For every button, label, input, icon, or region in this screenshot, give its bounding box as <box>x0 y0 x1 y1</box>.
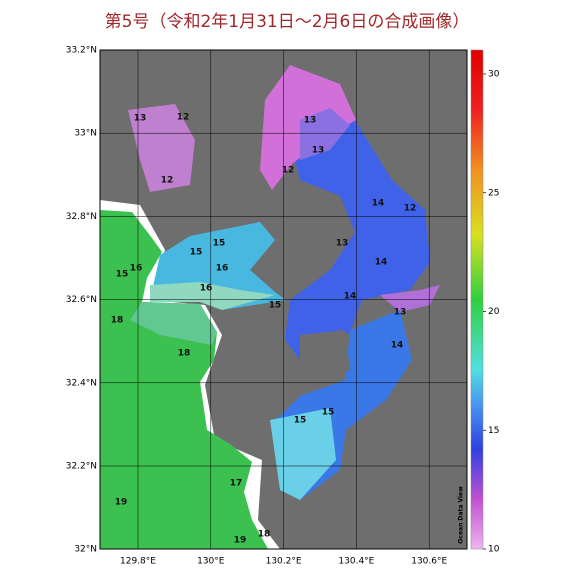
lon-label: 129.8°E <box>120 557 156 567</box>
lat-label: 32.8°N <box>66 212 97 222</box>
contour-label: 12 <box>282 166 295 176</box>
sea-west-inner <box>130 302 217 345</box>
colorbar-tick-label: 20 <box>488 307 500 317</box>
colorbar-tick-label: 15 <box>488 426 499 436</box>
contour-label: 19 <box>115 498 128 508</box>
contour-label: 13 <box>134 114 147 124</box>
sea-northwest <box>128 104 195 192</box>
contour-label: 15 <box>116 270 129 280</box>
sea-east <box>285 100 430 360</box>
title: 第5号（令和2年1月31日～2月6日の合成画像） <box>105 12 470 32</box>
lon-label: 130.2°E <box>266 557 302 567</box>
lat-label: 32.4°N <box>66 378 97 388</box>
lat-label: 33.2°N <box>66 46 97 56</box>
lat-label: 33°N <box>74 129 97 139</box>
lat-label: 32°N <box>74 545 97 555</box>
contour-label: 18 <box>178 349 191 359</box>
map-area <box>100 50 467 549</box>
colorbar <box>470 49 484 550</box>
contour-label: 16 <box>200 284 213 294</box>
contour-label: 14 <box>391 341 404 351</box>
contour-label: 16 <box>216 264 229 274</box>
lat-label: 32.2°N <box>66 462 97 472</box>
colorbar-tick-label: 30 <box>488 70 500 80</box>
contour-label: 13 <box>304 116 317 126</box>
sea-ariake-mouth <box>150 282 275 310</box>
island <box>300 330 350 385</box>
contour-label: 12 <box>161 176 174 186</box>
graticule <box>100 50 467 549</box>
lon-label: 130°E <box>197 557 225 567</box>
watermark: Ocean Data View <box>458 486 465 544</box>
sea-west <box>100 210 268 549</box>
contour-label: 16 <box>130 264 143 274</box>
contour-label: 15 <box>190 248 203 258</box>
contour-label: 14 <box>375 258 388 268</box>
colorbar-tick-label: 10 <box>488 545 500 555</box>
contour-label: 12 <box>177 113 190 123</box>
contour-label: 14 <box>344 292 357 302</box>
sea-east-pink <box>380 285 440 312</box>
contour-label: 13 <box>312 146 325 156</box>
lon-label: 130.6°E <box>411 557 447 567</box>
contour-label: 15 <box>294 416 307 426</box>
contour-label: 17 <box>230 479 243 489</box>
contour-label: 18 <box>111 316 124 326</box>
contour-label: 18 <box>258 530 271 540</box>
contour-label: 13 <box>336 239 349 249</box>
lon-label: 130.4°E <box>338 557 374 567</box>
contour-label: 12 <box>404 204 417 214</box>
contour-label: 14 <box>372 199 385 209</box>
contour-label: 15 <box>213 239 226 249</box>
map-frame <box>99 49 468 550</box>
sea-north-mid <box>300 108 350 160</box>
colorbar-tick-label: 25 <box>488 188 499 198</box>
contour-label: 19 <box>234 536 247 546</box>
contour-label: 13 <box>394 308 407 318</box>
sea-south-light <box>270 408 336 500</box>
contour-label: 15 <box>269 301 282 311</box>
contour-label: 15 <box>322 408 335 418</box>
lat-label: 32.6°N <box>66 295 97 305</box>
